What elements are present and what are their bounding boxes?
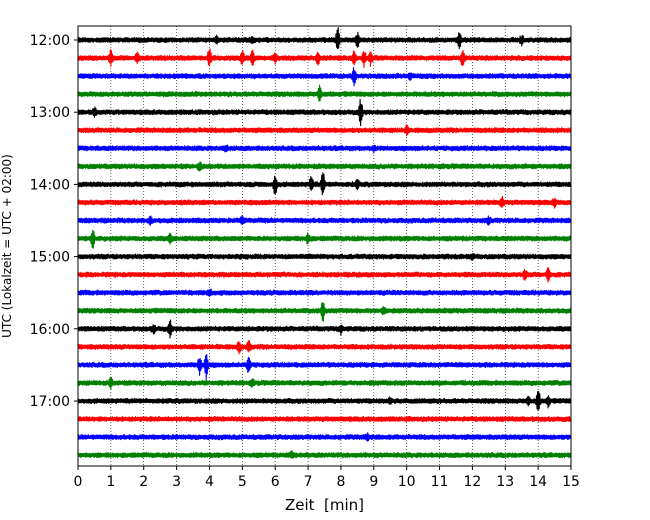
trace-1315 [77, 124, 572, 137]
trace-1430 [77, 215, 572, 226]
trace-1745 [77, 450, 572, 459]
x-tick-label: 8 [336, 474, 345, 490]
y-tick-label: 17:00 [30, 394, 70, 410]
x-tick-label: 12 [463, 474, 481, 490]
x-tick-label: 11 [431, 474, 449, 490]
x-tick-label: 6 [271, 474, 280, 490]
trace-1300 [77, 98, 572, 127]
trace-1515 [77, 267, 572, 283]
x-tick-label: 5 [238, 474, 247, 490]
y-tick-label: 12:00 [30, 33, 70, 49]
y-tick-label: 13:00 [30, 105, 70, 121]
trace-1715 [77, 415, 572, 423]
plot-frame [77, 25, 572, 467]
y-tick-label: 14:00 [30, 177, 70, 193]
trace-1330 [77, 144, 572, 154]
trace-1530 [77, 288, 572, 297]
trace-1445 [77, 229, 572, 249]
x-axis-title: Zeit [min] [285, 496, 364, 514]
x-tick-label: 2 [139, 474, 148, 490]
x-tick-label: 13 [496, 474, 514, 490]
x-tick-label: 7 [304, 474, 313, 490]
x-tick-label: 10 [398, 474, 416, 490]
trace-1415 [77, 195, 572, 209]
trace-1230 [77, 66, 572, 87]
x-axis: 0 1 2 3 4 5 6 7 8 9 10 11 12 13 14 15 [74, 466, 580, 490]
x-tick-label: 9 [369, 474, 378, 490]
x-tick-label: 14 [529, 474, 547, 490]
x-tick-label: 1 [106, 474, 115, 490]
trace-1500 [77, 252, 572, 261]
y-axis-title: UTC (Lokalzeit = UTC + 02:00) [0, 154, 14, 338]
x-tick-label: 4 [205, 474, 214, 490]
x-tick-label: 0 [74, 474, 83, 490]
trace-1645 [77, 376, 572, 390]
x-tick-label: 3 [172, 474, 181, 490]
seismogram-traces [77, 27, 572, 459]
trace-1215 [77, 48, 572, 69]
trace-1200 [77, 27, 572, 50]
trace-1730 [77, 432, 572, 442]
y-tick-label: 16:00 [30, 322, 70, 338]
trace-1615 [77, 340, 572, 355]
y-tick-label: 15:00 [30, 250, 70, 266]
trace-1700 [77, 390, 572, 412]
trace-1600 [77, 319, 572, 339]
trace-1245 [77, 84, 572, 102]
y-axis: 12:00 13:00 14:00 15:00 16:00 17:00 [30, 33, 78, 410]
trace-1345 [77, 161, 572, 172]
trace-1630 [77, 353, 572, 381]
x-tick-label: 15 [562, 474, 580, 490]
trace-1400 [77, 172, 572, 196]
trace-1545 [77, 302, 572, 322]
